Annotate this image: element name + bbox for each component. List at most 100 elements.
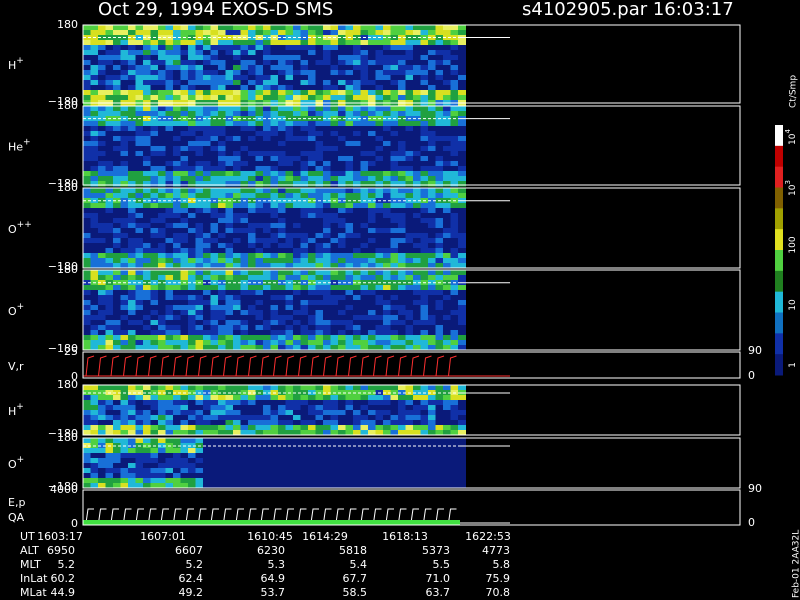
spectrogram-cell xyxy=(210,410,219,416)
spectrogram-cell xyxy=(255,405,264,411)
spectrogram-cell xyxy=(113,443,121,449)
spectrogram-cell xyxy=(323,116,331,122)
spectrogram-cell xyxy=(165,40,174,46)
spectrogram-cell xyxy=(353,238,361,244)
spectrogram-cell xyxy=(240,290,249,296)
spectrogram-cell xyxy=(135,136,144,142)
spectrogram-cell xyxy=(195,95,204,101)
spectrogram-cell xyxy=(263,453,271,459)
spectrogram-cell xyxy=(255,141,264,147)
spectrogram-cell xyxy=(225,228,234,234)
spectrogram-cell xyxy=(255,193,264,199)
spectrogram-cell xyxy=(390,420,399,426)
spectrogram-cell xyxy=(450,330,459,336)
spectrogram-cell xyxy=(143,400,151,406)
spectrogram-cell xyxy=(135,238,144,244)
spectrogram-cell xyxy=(143,198,151,204)
spectrogram-cell xyxy=(180,430,189,436)
spectrogram-cell xyxy=(203,30,211,36)
spectrogram-cell xyxy=(210,50,219,56)
spectrogram-cell xyxy=(240,146,249,152)
spectrogram-cell xyxy=(90,420,99,426)
spectrogram-cell xyxy=(150,30,159,36)
spectrogram-cell xyxy=(255,430,264,436)
spectrogram-cell xyxy=(248,400,256,406)
spectrogram-cell xyxy=(285,463,294,469)
spectrogram-cell xyxy=(420,156,429,162)
spectrogram-cell xyxy=(285,141,294,147)
spectrogram-cell xyxy=(90,270,99,276)
spectrogram-cell xyxy=(368,25,376,31)
spectrogram-cell xyxy=(308,325,316,331)
spectrogram-cell xyxy=(240,253,249,259)
spectrogram-cell xyxy=(270,203,279,209)
spectrogram-cell xyxy=(263,111,271,117)
spectrogram-cell xyxy=(90,325,99,331)
spectrogram-cell xyxy=(188,238,196,244)
spectrogram-cell xyxy=(390,218,399,224)
spectrogram-cell xyxy=(398,290,406,296)
spectrogram-cell xyxy=(240,161,249,167)
spectrogram-cell xyxy=(315,141,324,147)
spectrogram-cell xyxy=(128,468,136,474)
spectrogram-cell xyxy=(338,156,346,162)
spectrogram-cell xyxy=(270,188,279,194)
spectrogram-cell xyxy=(413,263,421,269)
spectrogram-cell xyxy=(105,448,114,454)
spectrogram-cell xyxy=(263,315,271,321)
spectrogram-cell xyxy=(293,25,301,31)
spectrogram-cell xyxy=(278,111,286,117)
spectrogram-cell xyxy=(248,90,256,96)
spectrogram-cell xyxy=(278,35,286,41)
spectrogram-cell xyxy=(420,453,429,459)
spectrogram-cell xyxy=(83,430,91,436)
spectrogram-cell xyxy=(435,310,444,316)
spectrogram-cell xyxy=(383,295,391,301)
spectrogram-cell xyxy=(240,478,249,484)
spectrogram-cell xyxy=(413,166,421,172)
spectrogram-cell xyxy=(263,295,271,301)
spectrogram-cell xyxy=(293,345,301,351)
spectrogram-cell xyxy=(375,258,384,264)
spectrogram-cell xyxy=(435,325,444,331)
spectrogram-cell xyxy=(398,35,406,41)
spectrogram-cell xyxy=(390,223,399,229)
spectrogram-cell xyxy=(300,453,309,459)
spectrogram-cell xyxy=(240,193,249,199)
spectrogram-cell xyxy=(323,146,331,152)
spectrogram-cell xyxy=(293,90,301,96)
spectrogram-cell xyxy=(270,448,279,454)
spectrogram-cell xyxy=(338,80,346,86)
spectrogram-cell xyxy=(248,243,256,249)
spectrogram-cell xyxy=(413,106,421,112)
spectrogram-cell xyxy=(165,218,174,224)
spectrogram-cell xyxy=(233,198,241,204)
spectrogram-cell xyxy=(323,270,331,276)
spectrogram-cell xyxy=(390,233,399,239)
spectrogram-cell xyxy=(128,453,136,459)
spectrogram-cell xyxy=(428,35,436,41)
spectrogram-cell xyxy=(330,305,339,311)
spectrogram-cell xyxy=(263,463,271,469)
spectrogram-cell xyxy=(338,151,346,157)
spectrogram-cell xyxy=(248,45,256,51)
spectrogram-cell xyxy=(173,85,181,91)
spectrogram-cell xyxy=(135,45,144,51)
spectrogram-cell xyxy=(368,405,376,411)
spectrogram-cell xyxy=(180,40,189,46)
spectrogram-cell xyxy=(383,310,391,316)
spectrogram-cell xyxy=(240,213,249,219)
spectrogram-cell xyxy=(285,263,294,269)
spectrogram-cell xyxy=(420,50,429,56)
spectrogram-cell xyxy=(98,171,106,177)
spectrogram-cell xyxy=(113,420,121,426)
spectrogram-cell xyxy=(120,263,129,269)
spectrogram-cell xyxy=(450,275,459,281)
spectrogram-cell xyxy=(338,483,346,489)
spectrogram-cell xyxy=(128,131,136,137)
spectrogram-cell xyxy=(270,30,279,36)
spectrogram-cell xyxy=(195,80,204,86)
spectrogram-cell xyxy=(353,305,361,311)
spectrogram-cell xyxy=(338,35,346,41)
spectrogram-cell xyxy=(158,146,166,152)
